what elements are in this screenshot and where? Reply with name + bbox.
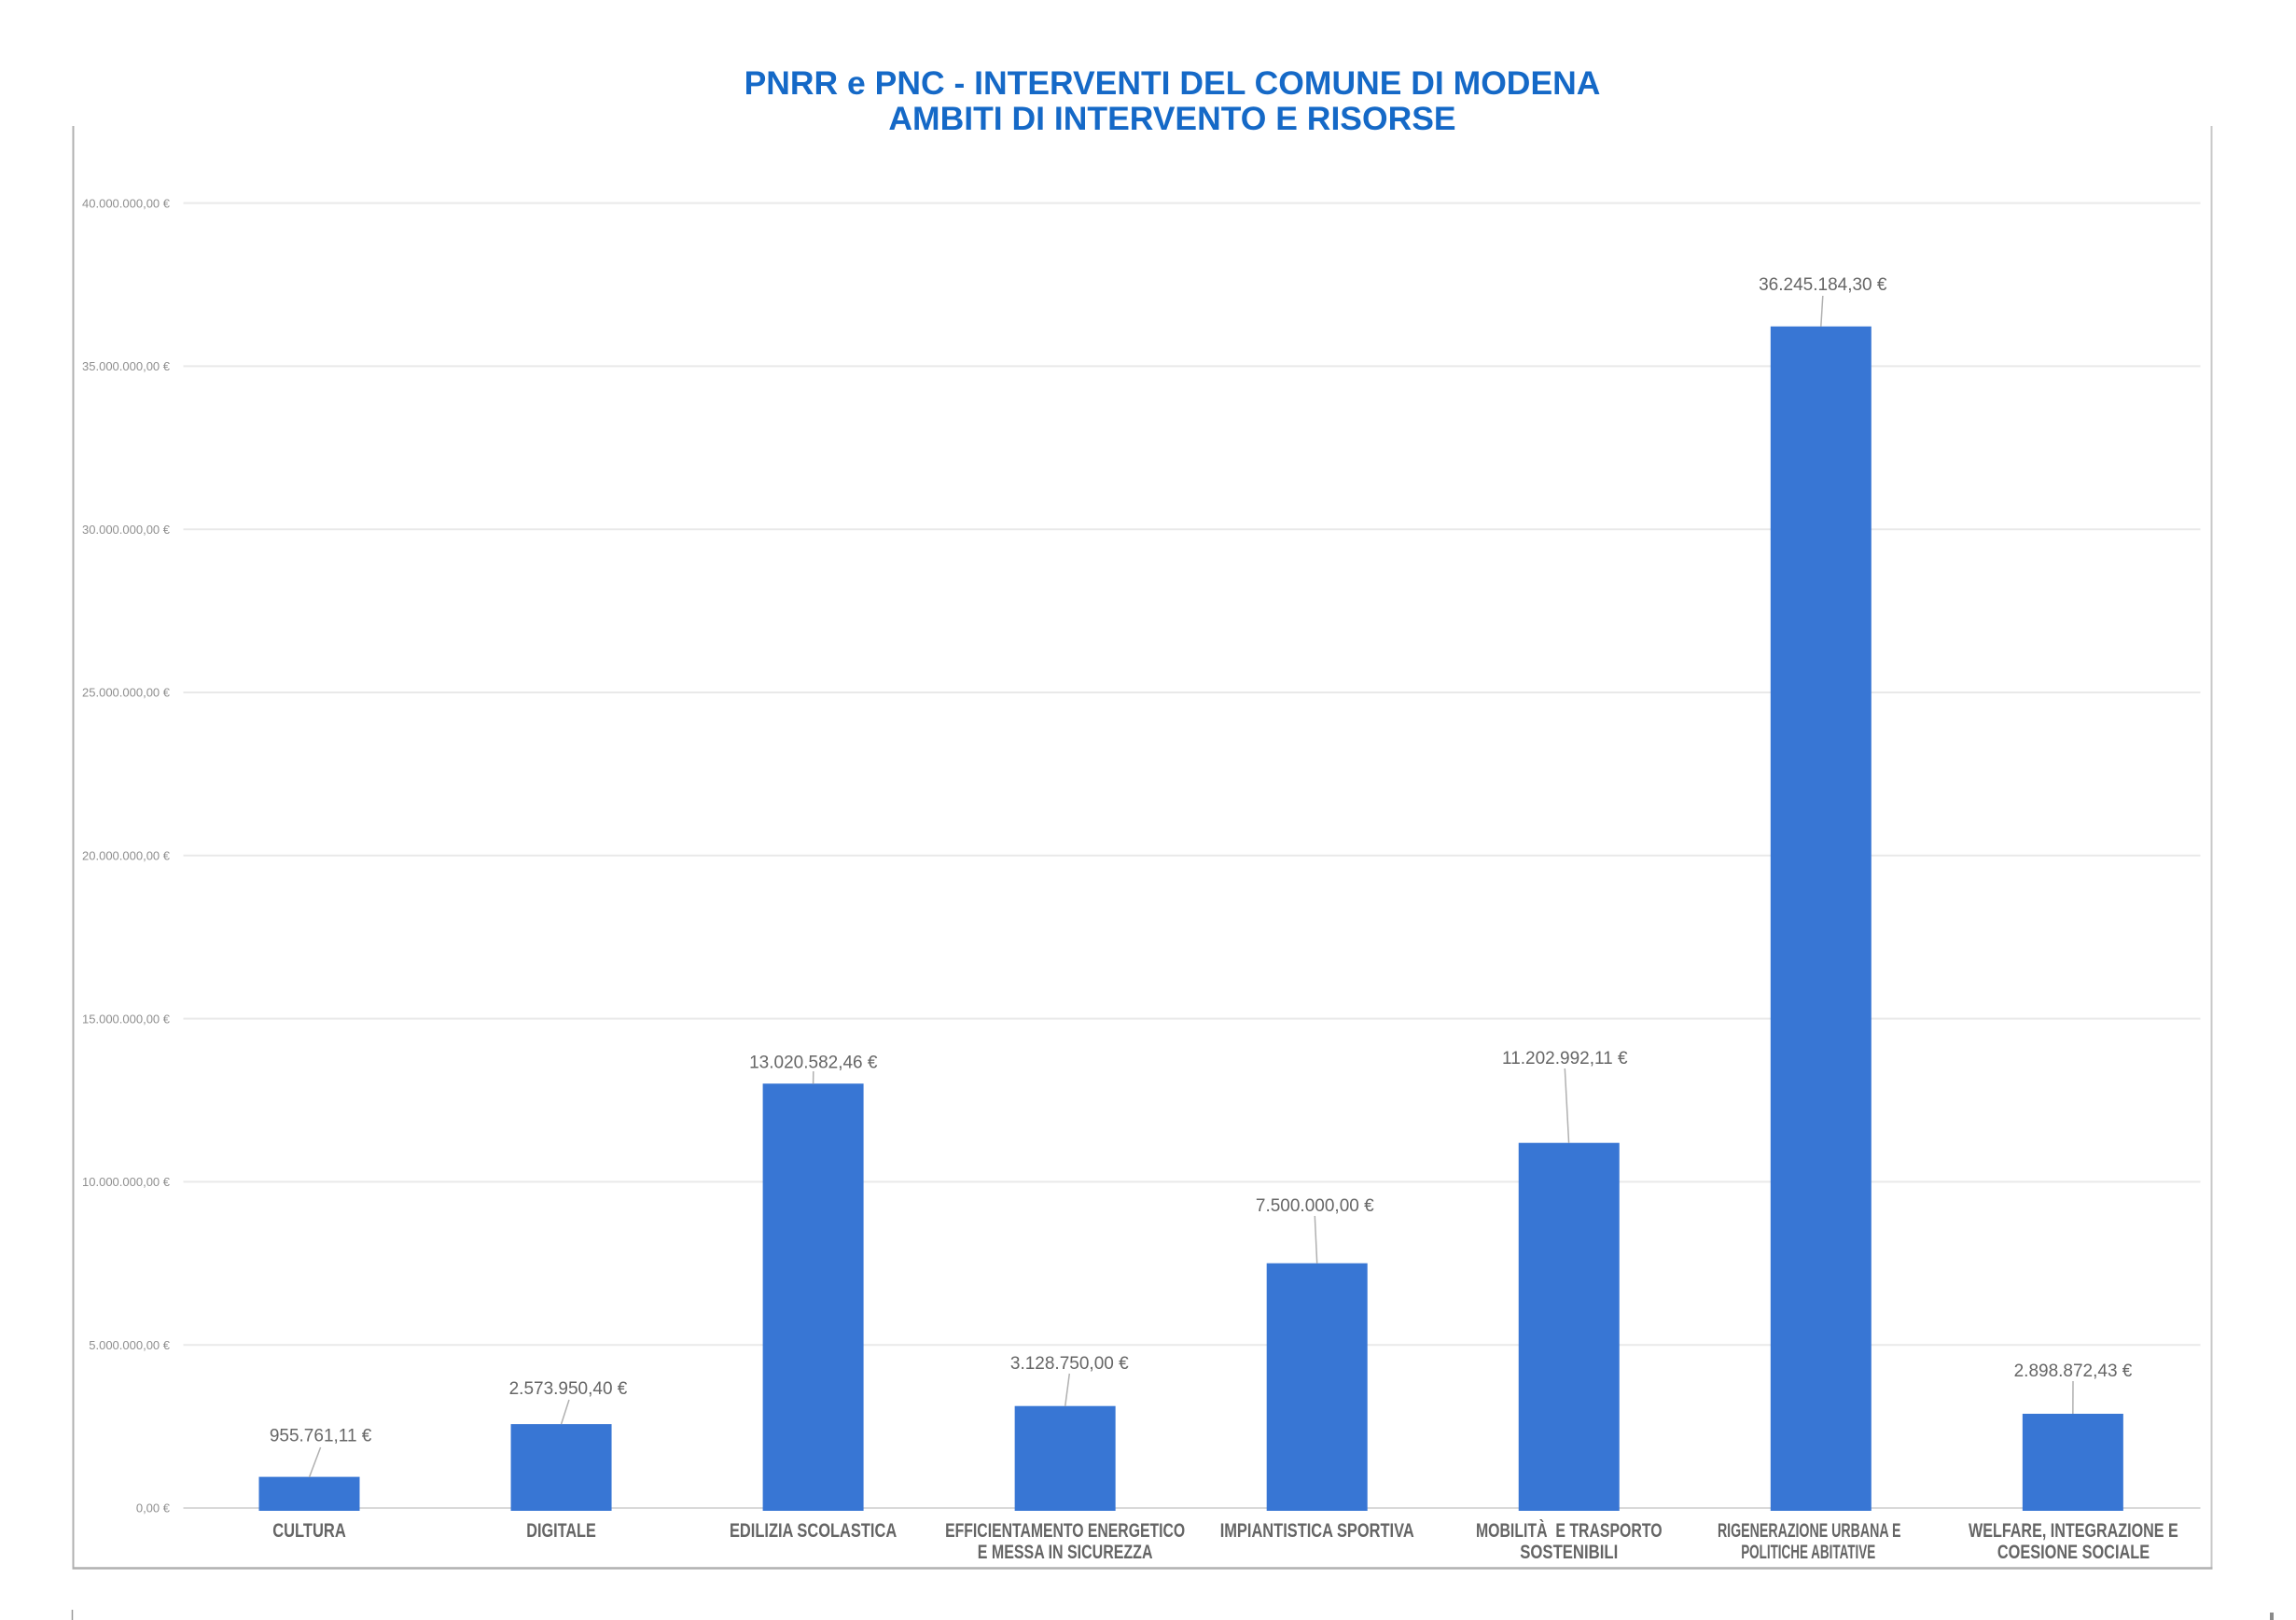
- svg-text:40.000.000,00 €: 40.000.000,00 €: [82, 196, 171, 210]
- svg-text:MOBILITÀ E TRASPORTO: MOBILITÀ E TRASPORTO: [1476, 1520, 1663, 1542]
- svg-text:5.000.000,00 €: 5.000.000,00 €: [89, 1338, 171, 1352]
- svg-text:E MESSA IN SICUREZZA: E MESSA IN SICUREZZA: [978, 1542, 1153, 1563]
- svg-text:IMPIANTISTICA SPORTIVA: IMPIANTISTICA SPORTIVA: [1220, 1520, 1414, 1542]
- svg-text:RIGENERAZIONE URBANA E: RIGENERAZIONE URBANA E: [1718, 1520, 1901, 1542]
- svg-text:SOSTENIBILI: SOSTENIBILI: [1520, 1542, 1618, 1563]
- svg-text:36.245.184,30 €: 36.245.184,30 €: [1759, 275, 1887, 295]
- svg-text:13.020.582,46 €: 13.020.582,46 €: [749, 1054, 878, 1073]
- svg-text:EFFICIENTAMENTO ENERGETICO: EFFICIENTAMENTO ENERGETICO: [945, 1520, 1185, 1542]
- svg-text:POLITICHE ABITATIVE: POLITICHE ABITATIVE: [1741, 1542, 1875, 1563]
- svg-text:10.000.000,00 €: 10.000.000,00 €: [82, 1175, 171, 1189]
- svg-text:WELFARE, INTEGRAZIONE E: WELFARE, INTEGRAZIONE E: [1969, 1520, 2178, 1542]
- svg-text:11.202.992,11 €: 11.202.992,11 €: [1502, 1049, 1628, 1068]
- svg-text:30.000.000,00 €: 30.000.000,00 €: [82, 523, 171, 537]
- svg-text:3.128.750,00 €: 3.128.750,00 €: [1010, 1354, 1129, 1374]
- svg-text:7.500.000,00 €: 7.500.000,00 €: [1256, 1196, 1374, 1216]
- svg-text:DIGITALE: DIGITALE: [526, 1520, 596, 1542]
- svg-text:20.000.000,00 €: 20.000.000,00 €: [82, 849, 171, 863]
- svg-text:CULTURA: CULTURA: [272, 1520, 346, 1542]
- svg-text:0,00 €: 0,00 €: [136, 1501, 171, 1515]
- svg-text:2.573.950,40 €: 2.573.950,40 €: [509, 1379, 628, 1399]
- svg-text:COESIONE SOCIALE: COESIONE SOCIALE: [1997, 1542, 2150, 1563]
- svg-text:2.898.872,43 €: 2.898.872,43 €: [2014, 1362, 2133, 1381]
- svg-text:35.000.000,00 €: 35.000.000,00 €: [82, 359, 171, 373]
- svg-text:25.000.000,00 €: 25.000.000,00 €: [82, 686, 171, 700]
- svg-text:15.000.000,00 €: 15.000.000,00 €: [82, 1012, 171, 1026]
- svg-text:955.761,11 €: 955.761,11 €: [270, 1426, 372, 1445]
- svg-text:EDILIZIA SCOLASTICA: EDILIZIA SCOLASTICA: [730, 1520, 897, 1542]
